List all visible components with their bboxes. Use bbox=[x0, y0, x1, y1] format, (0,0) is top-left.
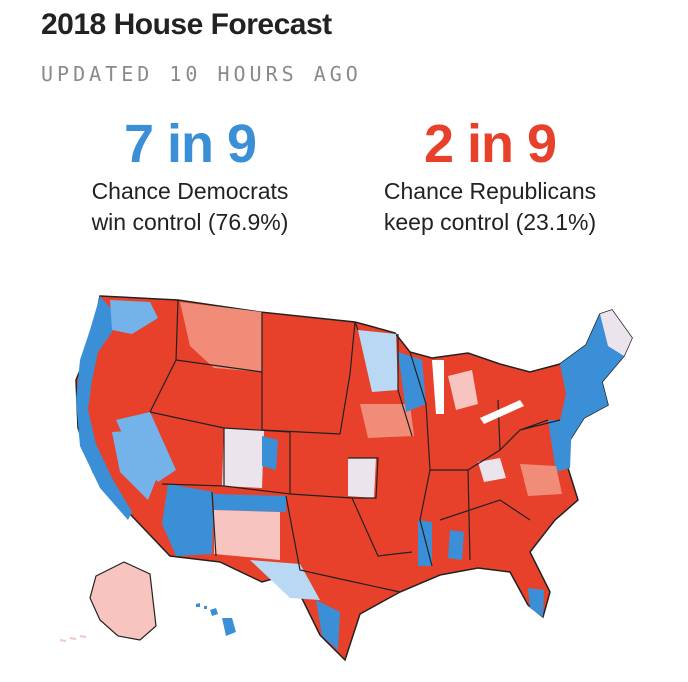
arizona-districts[interactable] bbox=[162, 484, 214, 556]
lake-michigan bbox=[432, 360, 444, 414]
republicans-chance-label: Chance Republicans bbox=[383, 178, 597, 204]
pacific-coast-districts[interactable] bbox=[76, 296, 132, 520]
democrats-control-label: win control (76.9%) bbox=[91, 209, 289, 235]
south-florida-districts[interactable] bbox=[528, 588, 544, 617]
democrats-odds-block: 7 in 9 Chance Democrats win control (76.… bbox=[55, 112, 325, 238]
alaska-islands bbox=[59, 635, 87, 642]
alabama-black-belt-district[interactable] bbox=[448, 530, 464, 560]
lake-erie bbox=[480, 400, 524, 424]
maine-tossup-district[interactable] bbox=[600, 310, 632, 356]
hawaii-district-1[interactable] bbox=[210, 608, 218, 616]
republicans-control-label: keep control (23.1%) bbox=[383, 209, 597, 235]
iowa-districts[interactable] bbox=[360, 404, 414, 438]
mid-atlantic-districts[interactable] bbox=[548, 420, 572, 472]
hawaii-district-2[interactable] bbox=[222, 618, 236, 636]
updated-timestamp: UPDATED 10 HOURS AGO bbox=[41, 62, 362, 86]
montana-district[interactable] bbox=[180, 302, 262, 372]
seattle-area-districts[interactable] bbox=[110, 300, 158, 334]
kansas-east-tossup[interactable] bbox=[348, 458, 376, 498]
minnesota-districts[interactable] bbox=[358, 330, 398, 392]
hawaii-small-islands[interactable] bbox=[196, 603, 207, 609]
page-title: 2018 House Forecast bbox=[41, 8, 332, 41]
denver-area-districts[interactable] bbox=[262, 436, 278, 470]
rio-grande-districts[interactable] bbox=[316, 600, 340, 650]
wyoming-tossup-district[interactable] bbox=[222, 428, 264, 488]
new-mexico-south-district[interactable] bbox=[214, 510, 280, 560]
state-borders bbox=[149, 299, 561, 593]
virginia-lean-districts[interactable] bbox=[520, 464, 562, 496]
alaska[interactable] bbox=[89, 561, 157, 641]
new-mexico-north-district[interactable] bbox=[214, 494, 286, 512]
republicans-odds: 2 in 9 bbox=[423, 114, 557, 174]
ohio-tossup-district[interactable] bbox=[478, 458, 506, 482]
michigan-district-lean[interactable] bbox=[448, 370, 478, 410]
wisconsin-districts[interactable] bbox=[398, 352, 426, 412]
democrats-odds: 7 in 9 bbox=[123, 114, 257, 174]
nevada-north-district[interactable] bbox=[116, 412, 176, 482]
republicans-odds-block: 2 in 9 Chance Republicans keep control (… bbox=[355, 112, 625, 238]
democrats-chance-label: Chance Democrats bbox=[91, 178, 289, 204]
